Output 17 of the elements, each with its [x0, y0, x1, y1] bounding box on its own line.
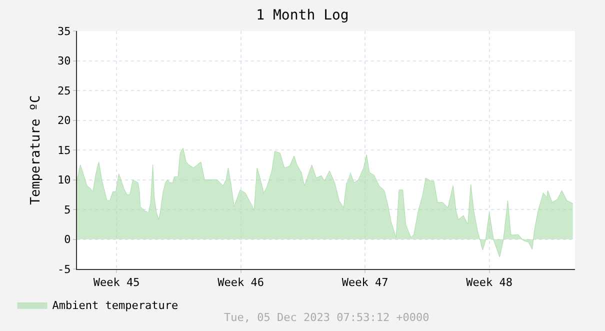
y-tick-label: 25	[58, 84, 71, 98]
y-tick-label: 10	[58, 174, 71, 187]
legend-label: Ambient temperature	[52, 299, 178, 312]
y-tick-label: 5	[64, 203, 71, 216]
y-tick-label: -5	[58, 262, 71, 276]
y-tick-label: 0	[64, 233, 71, 246]
x-tick-label: Week 48	[466, 276, 512, 290]
y-axis-title: Temperature ºC	[28, 95, 44, 205]
x-tick-label: Week 47	[342, 276, 388, 290]
y-tick-label: 35	[58, 24, 71, 38]
y-tick-label: 20	[58, 114, 71, 128]
chart-title: 1 Month Log	[256, 8, 349, 24]
x-tick-label: Week 45	[93, 276, 140, 290]
y-tick-label: 30	[58, 54, 71, 68]
x-tick-label: Week 46	[218, 276, 264, 290]
text: Tue, 05 Dec 2023 07:53:12 +0000	[224, 311, 430, 324]
y-tick-label: 15	[58, 144, 71, 157]
